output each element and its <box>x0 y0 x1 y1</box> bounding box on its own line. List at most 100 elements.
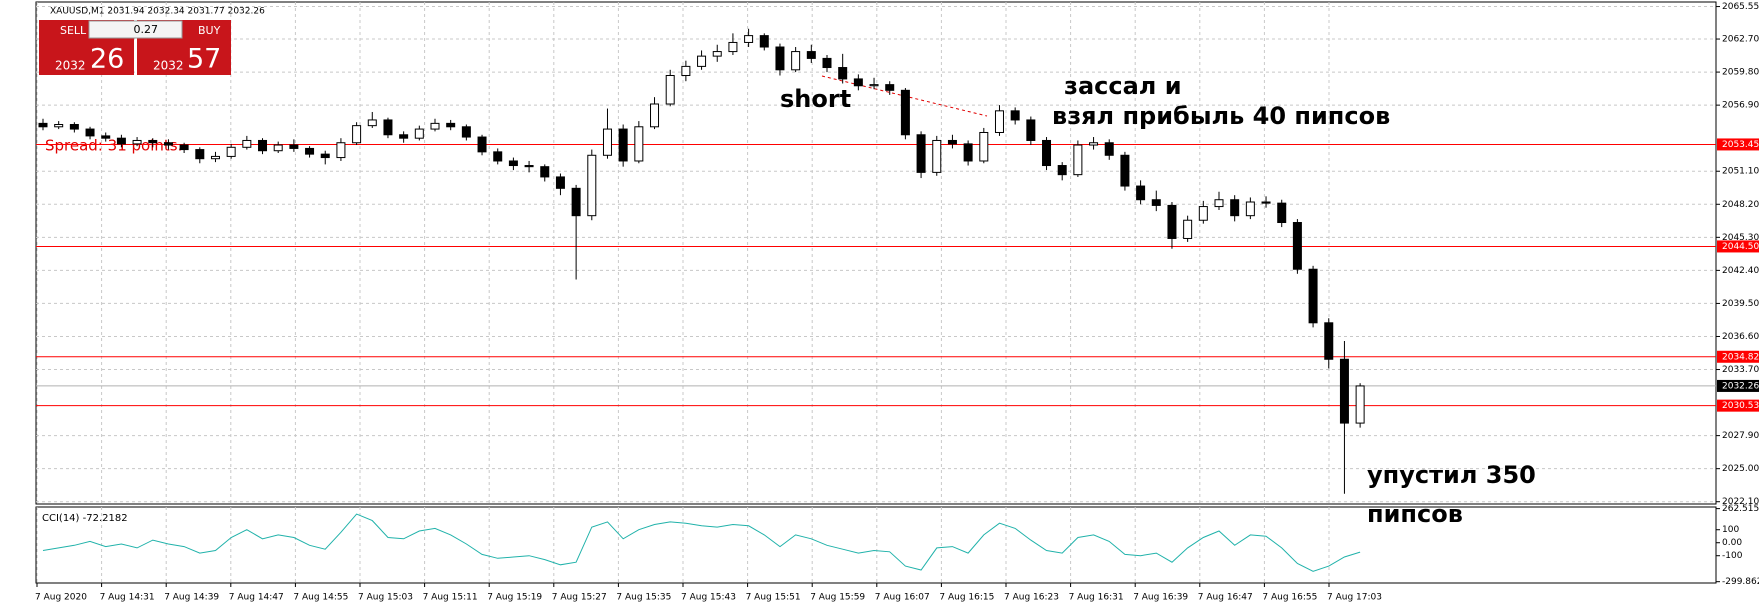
y-tick-label: 2045.30 <box>1722 233 1759 243</box>
lot[interactable]: 0.27 <box>134 23 159 36</box>
candle-body <box>932 139 942 173</box>
candle-body <box>1183 219 1193 239</box>
candle-body <box>101 135 111 139</box>
candle-body <box>195 149 205 160</box>
x-tick-label: 7 Aug 2020 <box>35 593 87 603</box>
candle-body <box>69 124 79 130</box>
candle-body <box>650 103 660 128</box>
buy-label[interactable]: BUY <box>198 24 221 37</box>
candle-body <box>618 128 628 162</box>
candle-body <box>571 187 581 217</box>
bid-label: 2032.26 <box>1722 381 1759 391</box>
candle-body <box>226 146 236 157</box>
buy-price-small: 57 <box>187 44 221 75</box>
indicator-title: CCI(14) -72.2182 <box>42 513 128 524</box>
y-tick-label: 2065.55 <box>1722 2 1759 12</box>
candle-body <box>524 165 534 168</box>
level-label-box <box>1717 399 1759 412</box>
candle-body <box>634 126 644 162</box>
y-tick-label: 2036.60 <box>1722 332 1759 342</box>
candle-body <box>900 89 910 136</box>
x-tick-label: 7 Aug 15:27 <box>552 593 607 603</box>
candle-body <box>869 84 879 87</box>
x-tick-label: 7 Aug 16:47 <box>1198 593 1253 603</box>
annotation: взял прибыль 40 пипсов <box>1052 102 1390 130</box>
y2-tick-label: 0.00 <box>1722 538 1742 548</box>
trade-panel[interactable]: SELL BUY 0.27 2032 26 2032 57 <box>39 20 231 75</box>
candle-body <box>320 153 330 159</box>
x-tick-label: 7 Aug 15:59 <box>810 593 865 603</box>
candle-body <box>853 78 863 87</box>
candle-body <box>477 136 487 153</box>
sell-price-big: 2032 <box>55 59 86 73</box>
candle-body <box>399 134 409 139</box>
candle-body <box>712 51 722 57</box>
x-tick-label: 7 Aug 14:55 <box>293 593 348 603</box>
x-tick-label: 7 Aug 16:15 <box>939 593 994 603</box>
annotation: зассал и <box>1064 72 1182 100</box>
candle-body <box>1136 185 1146 201</box>
header: XAUUSD,M1 2031.94 2032.34 2031.77 2032.2… <box>50 7 265 17</box>
candle-body <box>289 144 299 149</box>
candle-body <box>367 119 377 127</box>
sell-label[interactable]: SELL <box>60 24 87 37</box>
y2-tick-label: -100 <box>1722 551 1743 561</box>
candle-body <box>54 124 64 128</box>
x-tick-label: 7 Aug 16:31 <box>1069 593 1124 603</box>
lot-box[interactable] <box>88 20 183 39</box>
candle-body <box>994 110 1004 133</box>
candle-body <box>838 67 848 80</box>
y-tick-label: 2039.50 <box>1722 299 1759 309</box>
candle-body <box>775 46 785 71</box>
y2-tick-label: 100 <box>1722 525 1739 535</box>
candle-body <box>508 160 518 167</box>
candle-body <box>822 57 832 69</box>
y-tick-label: 2051.10 <box>1722 167 1759 177</box>
candle-body <box>555 176 565 189</box>
x-tick-label: 7 Aug 16:39 <box>1133 593 1188 603</box>
candle-body <box>728 41 738 53</box>
annotation: short <box>780 85 851 113</box>
buy-price-big: 2032 <box>153 59 184 73</box>
level-label-box <box>1717 240 1759 253</box>
level-label: 2053.45 <box>1722 140 1759 150</box>
candle-body <box>210 155 220 160</box>
x-tick-label: 7 Aug 16:55 <box>1262 593 1317 603</box>
candle-body <box>885 84 895 91</box>
candle-body <box>587 154 597 217</box>
candle-body <box>430 122 440 130</box>
candle-body <box>759 35 769 48</box>
candle-body <box>916 134 926 173</box>
x-tick-label: 7 Aug 16:07 <box>875 593 930 603</box>
x-tick-label: 7 Aug 16:23 <box>1004 593 1059 603</box>
candle-body <box>38 122 48 128</box>
x-tick-label: 7 Aug 14:31 <box>100 593 155 603</box>
level-label: 2034.82 <box>1722 352 1759 362</box>
x-tick-label: 7 Aug 15:11 <box>423 593 478 603</box>
candle-body <box>461 126 471 138</box>
bid-label-box <box>1717 379 1759 392</box>
candle-body <box>305 147 315 155</box>
y-tick-label: 2033.70 <box>1722 365 1759 375</box>
candle-body <box>744 35 754 43</box>
annotation: пипсов <box>1367 500 1463 528</box>
candle-body <box>947 139 957 145</box>
candle-body <box>273 144 283 152</box>
x-tick-label: 7 Aug 15:03 <box>358 593 413 603</box>
candle-body <box>1104 142 1114 156</box>
candle-body <box>352 125 362 144</box>
candle-body <box>383 119 393 136</box>
x-tick-label: 7 Aug 15:35 <box>616 593 671 603</box>
candle-body <box>1339 358 1349 424</box>
candle-body <box>1214 199 1224 208</box>
y-tick-label: 2025.00 <box>1722 464 1759 474</box>
candle-body <box>963 143 973 162</box>
y2-tick-label: -299.8625 <box>1722 577 1759 587</box>
candle-body <box>148 139 158 144</box>
x-tick-label: 7 Aug 14:39 <box>164 593 219 603</box>
candle-body <box>602 128 612 156</box>
y-tick-label: 2022.10 <box>1722 497 1759 507</box>
annotation: упустил 350 <box>1367 461 1536 489</box>
x-tick-label: 7 Aug 17:03 <box>1327 593 1382 603</box>
